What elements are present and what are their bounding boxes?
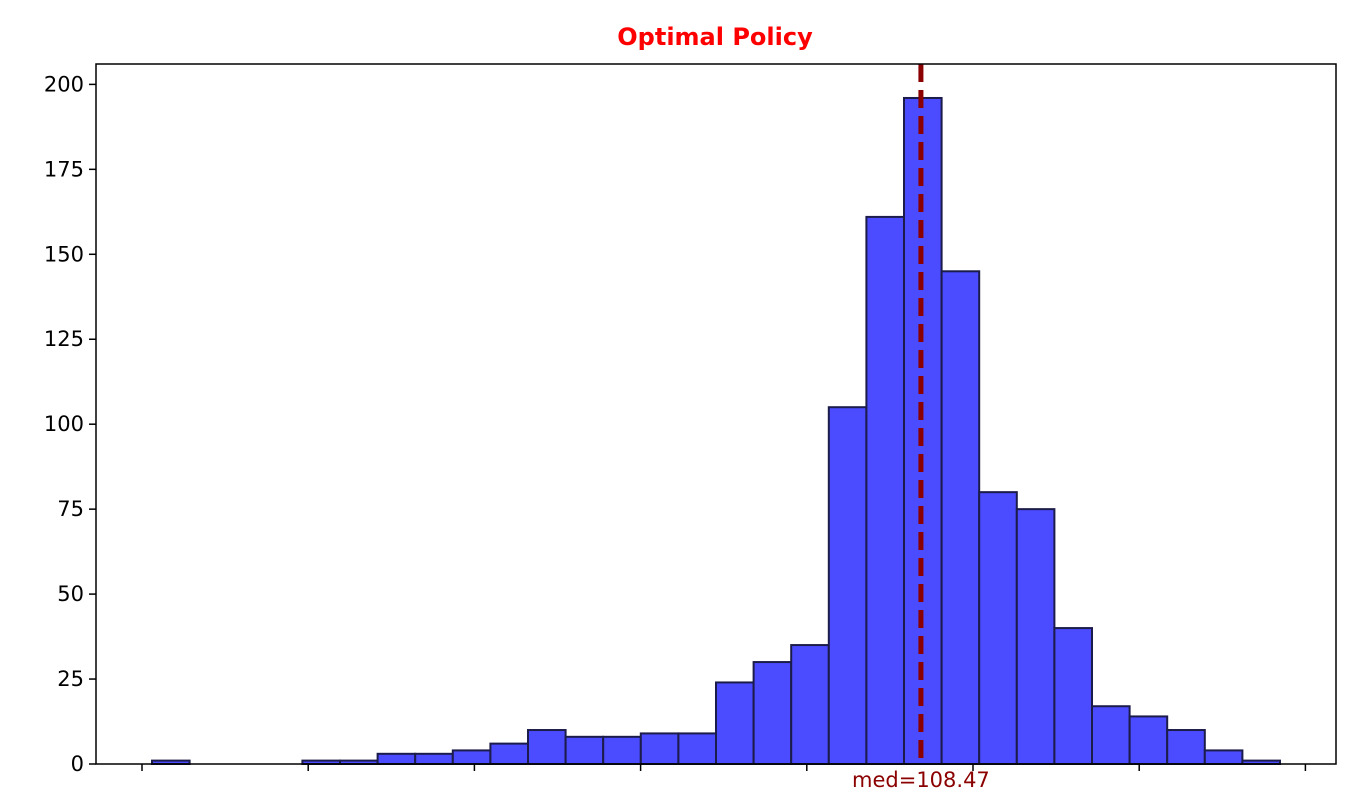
y-tick-label: 0	[71, 752, 84, 776]
histogram-bar	[376, 752, 417, 766]
histogram-bar	[752, 661, 793, 765]
y-tick-label: 25	[57, 667, 84, 691]
chart-title: Optimal Policy	[617, 23, 813, 51]
histogram-bar	[602, 735, 642, 766]
histogram-bar	[790, 644, 830, 765]
histogram-bar	[451, 749, 492, 766]
histogram-bar	[978, 491, 1018, 765]
y-tick-label: 100	[44, 412, 84, 436]
histogram-bar	[1053, 627, 1094, 766]
histogram-bar	[1203, 749, 1244, 766]
y-tick-label: 150	[44, 242, 84, 266]
y-tick-label: 175	[44, 157, 84, 181]
histogram-bar	[677, 732, 718, 766]
y-tick-label: 75	[57, 497, 84, 521]
y-axis: 0 25 50 75 100 125 150 175 200	[44, 72, 96, 776]
histogram-bar	[489, 742, 529, 765]
y-tick-label: 200	[44, 72, 84, 96]
histogram-bar	[527, 729, 567, 765]
median-label: med=108.47	[852, 768, 990, 792]
histogram-bar	[414, 752, 454, 766]
histogram-bar	[1128, 715, 1169, 765]
plot-frame	[95, 63, 1337, 765]
histogram-bar	[715, 681, 755, 765]
histogram-bar	[639, 732, 680, 766]
y-tick-label: 50	[57, 582, 84, 606]
histogram-bar	[1015, 508, 1056, 765]
histogram-bar	[827, 406, 868, 765]
histogram-bar	[564, 735, 605, 766]
y-tick-label: 125	[44, 327, 84, 351]
histogram-bars	[151, 96, 1282, 766]
histogram-bar	[865, 215, 906, 766]
histogram-bar	[940, 270, 981, 765]
histogram-bar	[1166, 729, 1206, 765]
histogram-bar	[1091, 705, 1131, 766]
x-axis	[141, 764, 1307, 771]
